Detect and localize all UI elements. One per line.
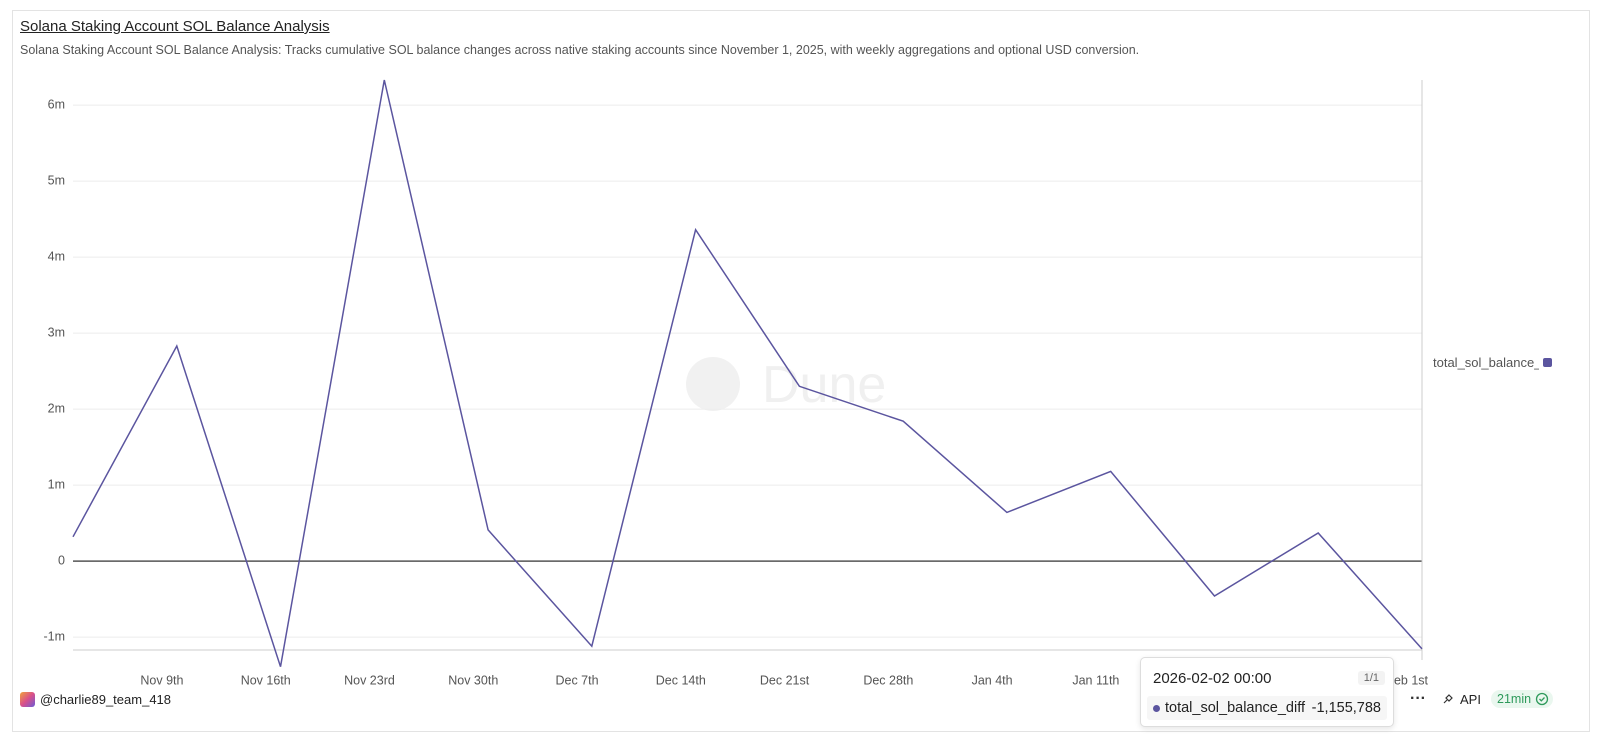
avatar	[20, 692, 35, 707]
x-tick-label: Nov 16th	[241, 673, 291, 687]
x-tick-label: Dec 14th	[656, 673, 706, 687]
watermark: Dune	[762, 356, 887, 414]
y-tick-label: 4m	[48, 249, 65, 263]
line	[72, 79, 1423, 667]
tooltip-series: total_sol_balance_diff	[1165, 700, 1306, 716]
tooltip-page: 1/1	[1357, 671, 1385, 685]
age-badge[interactable]: 21min	[1491, 690, 1554, 708]
y-tick-label: 3m	[48, 325, 65, 339]
tooltip-value: -1,155,788	[1311, 700, 1381, 716]
y-tick-label: -1m	[43, 629, 65, 643]
y-tick-label: 2m	[48, 401, 65, 415]
legend-swatch	[1543, 358, 1552, 367]
chart-subtitle: Solana Staking Account SOL Balance Analy…	[20, 43, 1140, 57]
y-tick-label: 1m	[48, 477, 65, 491]
chart-title[interactable]: Solana Staking Account SOL Balance Analy…	[20, 18, 330, 35]
user[interactable]: @charlie89_team_418	[20, 692, 171, 707]
y-tick-label: 6m	[48, 97, 65, 111]
x-tick-label: Jan 11th	[1072, 673, 1119, 687]
tooltip-dot	[1153, 704, 1160, 712]
x-tick-label: Dec 7th	[555, 673, 598, 687]
x-tick-label: Nov 9th	[140, 673, 183, 687]
y-tick-label: 5m	[48, 173, 65, 187]
tooltip: 2026-02-02 00:00 1/1 total_sol_balance_d…	[1140, 657, 1394, 727]
tooltip-row: total_sol_balance_diff -1,155,788	[1147, 696, 1387, 720]
api-button[interactable]: API	[1460, 692, 1481, 707]
card	[12, 10, 1590, 732]
x-tick-label: Nov 30th	[448, 673, 498, 687]
legend-label: total_sol_balance_diff	[1433, 355, 1539, 370]
x-tick-label: Dec 21st	[760, 673, 810, 687]
x-tick-label: Jan 4th	[972, 673, 1013, 687]
x-tick-label: Feb 1st	[1386, 673, 1428, 687]
watermark-logo	[686, 357, 740, 411]
user-name: @charlie89_team_418	[40, 692, 172, 707]
legend[interactable]: total_sol_balance_diff	[1433, 355, 1557, 370]
y-tick-label: 0	[58, 553, 65, 567]
x-tick-label: Dec 28th	[863, 673, 913, 687]
more-button[interactable]: ···	[1410, 690, 1426, 707]
tooltip-x: 2026-02-02 00:00	[1153, 670, 1272, 687]
api-icon	[1443, 694, 1453, 704]
x-tick-label: Nov 23rd	[344, 673, 395, 687]
age-icon	[1535, 692, 1549, 706]
